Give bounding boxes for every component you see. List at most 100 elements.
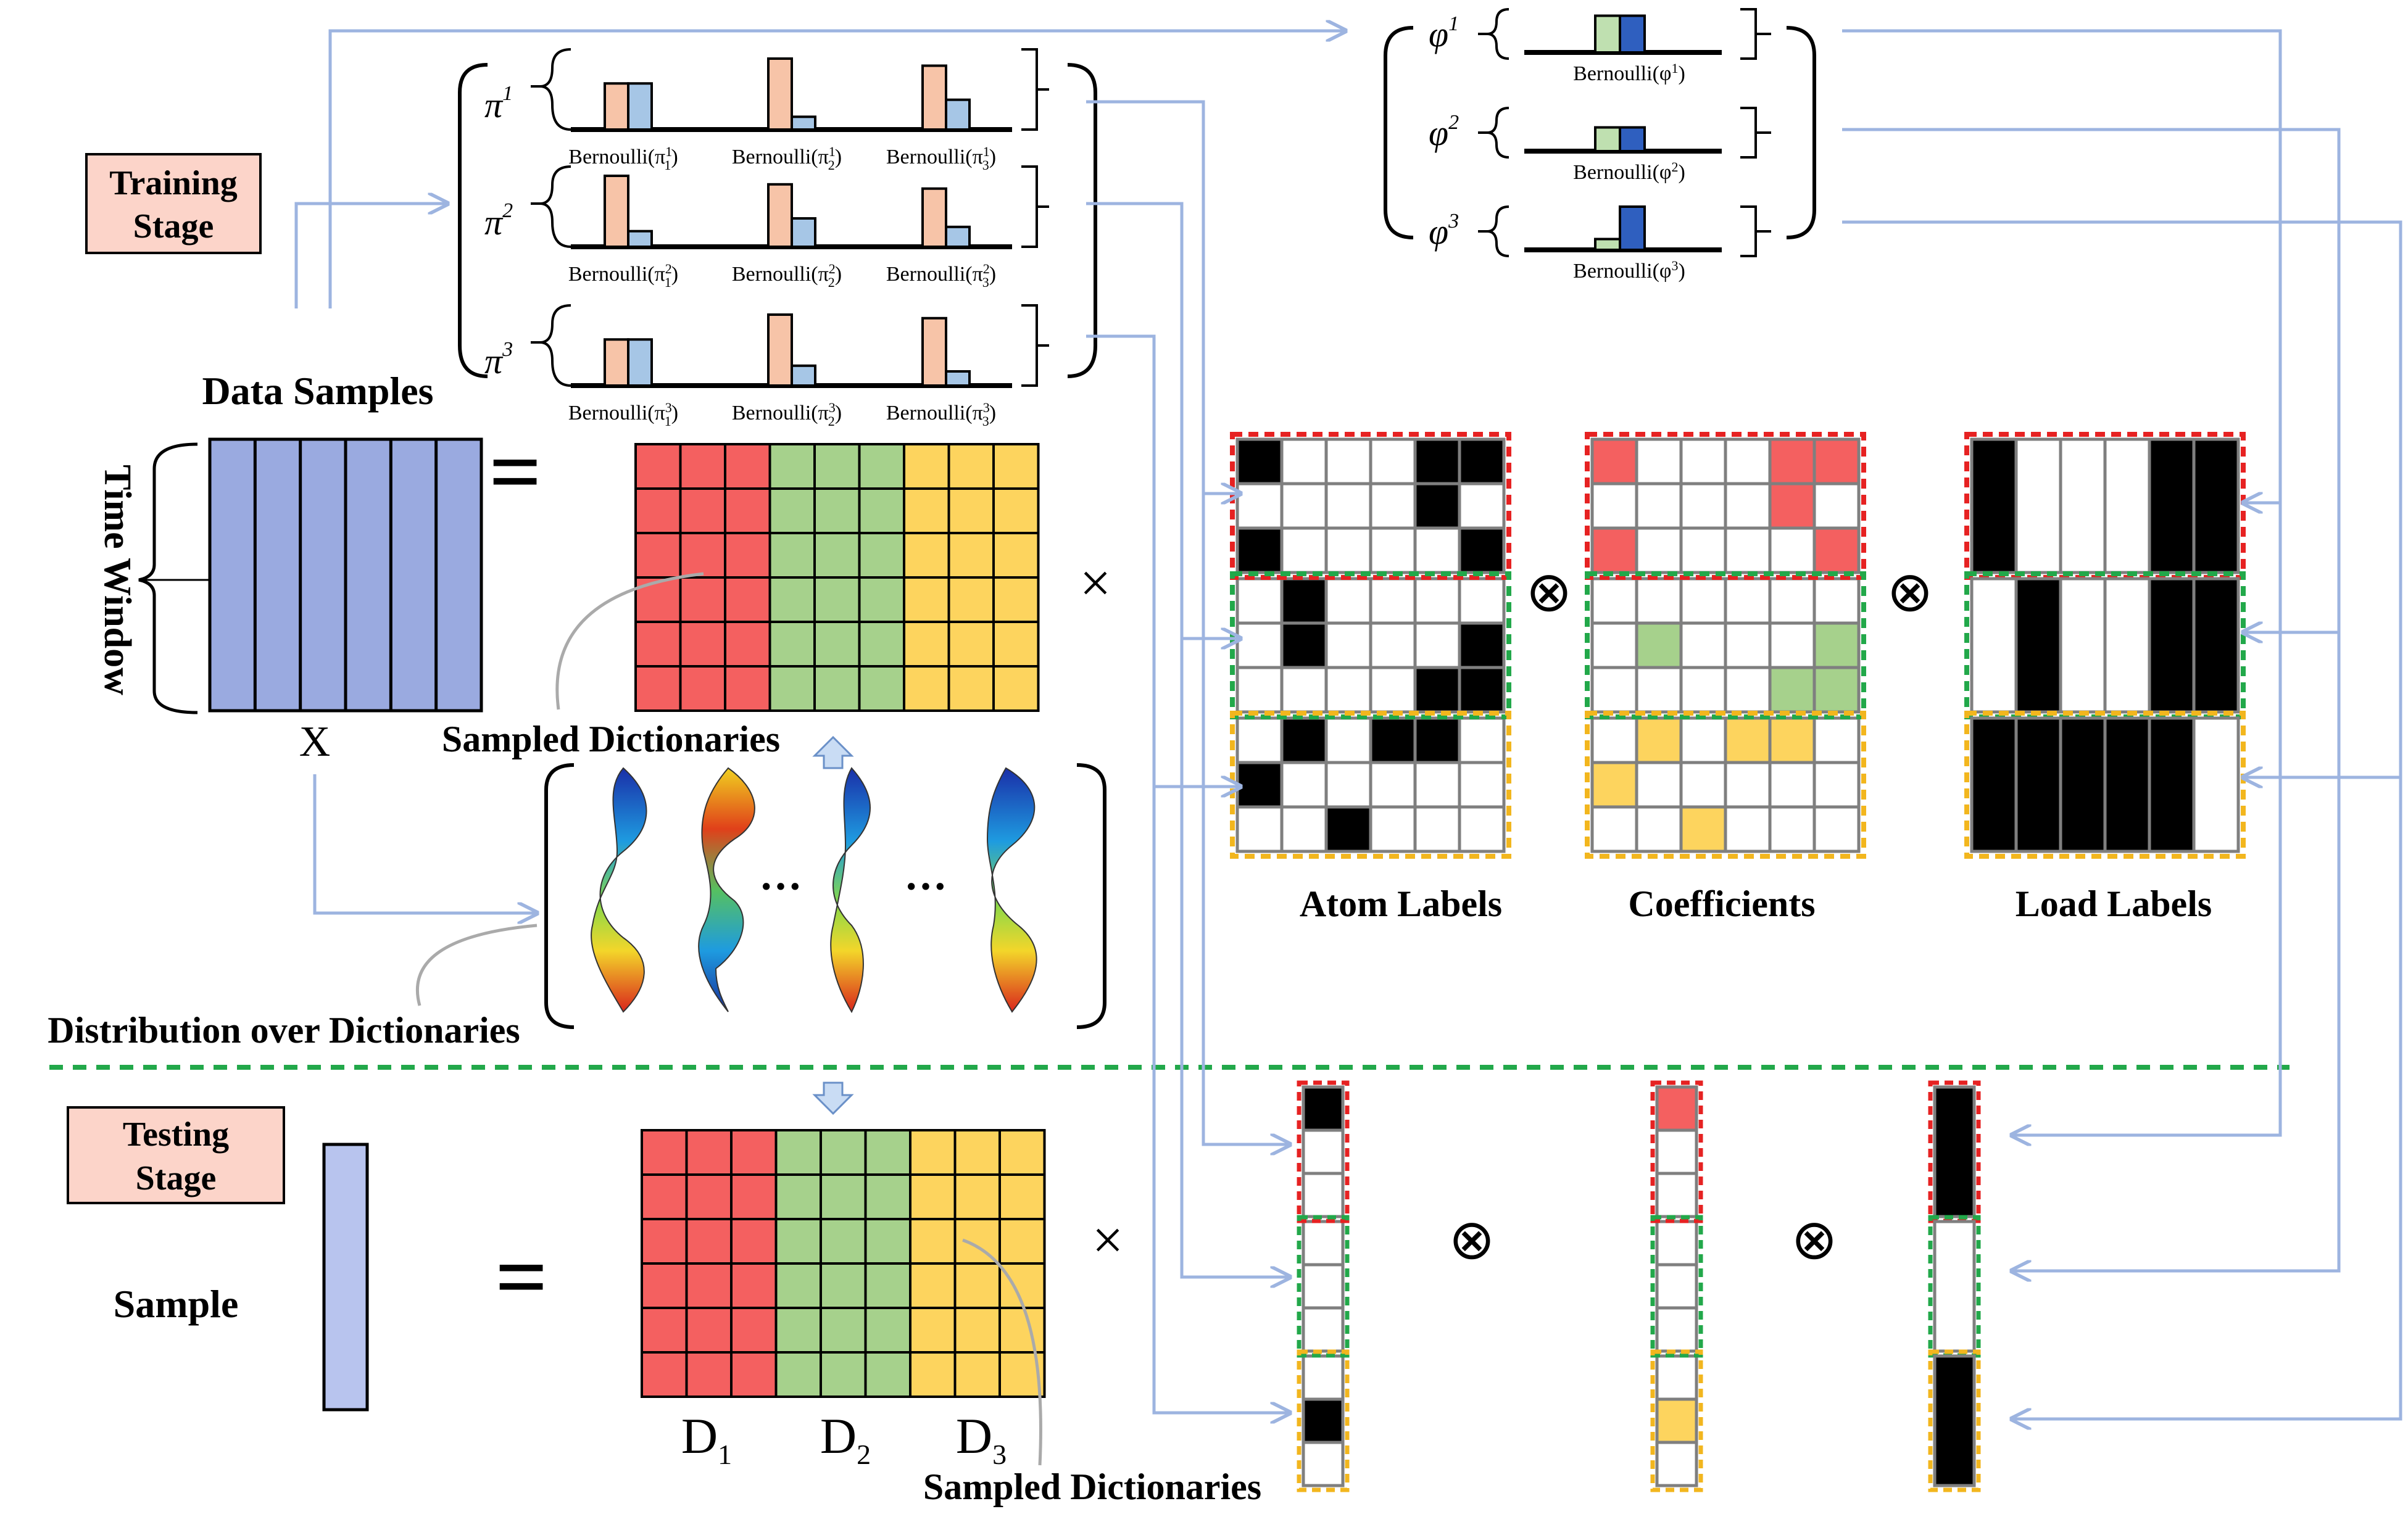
pi-bar (945, 98, 971, 131)
grid-cell (1369, 482, 1417, 530)
grid-cell (1679, 666, 1727, 714)
test-cell (1302, 1172, 1345, 1218)
load-labels-grid (1964, 432, 2246, 859)
load-label-cell (2148, 716, 2196, 853)
data-matrix-x (208, 437, 483, 713)
dictionary-cell (820, 1351, 867, 1398)
grid-cell (1413, 482, 1461, 530)
pi-bar (604, 82, 629, 131)
phi-bracket-left (1384, 26, 1414, 239)
times-sign-bottom: × (1092, 1210, 1124, 1271)
connector-arrows (294, 29, 2402, 1419)
dictionary-cell (634, 443, 682, 490)
grid-cell (1724, 666, 1772, 714)
phi-bar (1594, 14, 1621, 54)
load-label-cell (2192, 716, 2240, 853)
phi-row-bracket-right (1740, 107, 1771, 159)
arrow-phi1-to-test-load-red (1842, 29, 2282, 1135)
pi-row-brace (531, 48, 571, 131)
test-block-border (1297, 1215, 1350, 1358)
distribution-shape-2 (698, 767, 755, 1012)
pi-bar (767, 313, 793, 387)
grid-cell (1768, 482, 1816, 530)
grid-cell (1679, 805, 1727, 853)
test-load-cell (1933, 1085, 1976, 1218)
test-coefficients-column (1650, 1080, 1703, 1492)
dictionary-cell (641, 1218, 688, 1265)
pi-row-bracket-right (1021, 165, 1049, 248)
grid-cell (1280, 577, 1328, 625)
pi-symbol: π1 (484, 82, 513, 125)
pi-bracket-left (458, 63, 488, 378)
dictionary-cell (730, 1351, 778, 1398)
dictionary-label-d3: D3 (956, 1408, 1007, 1470)
x-label: X (299, 718, 331, 766)
dictionary-cell (864, 1307, 911, 1354)
time-window-label: Time Window (96, 465, 138, 695)
load-label-cell (2014, 577, 2062, 714)
load-label-cell (2192, 437, 2240, 574)
grid-cell (1280, 805, 1328, 853)
arrow-pi3-to-test-yellow (1152, 787, 1290, 1413)
arrow-pi3-to-atom-yellow (1086, 334, 1240, 787)
test-cell (1655, 1128, 1698, 1175)
atom-labels-grid (1230, 432, 1511, 859)
dictionary-cell (685, 1351, 733, 1398)
dictionary-cell (768, 576, 816, 623)
grid-cell (1324, 805, 1372, 853)
grid-cell (1590, 805, 1638, 853)
pi-caption: Bernoulli(π1 2) (732, 144, 842, 173)
grid-cell (1458, 621, 1506, 669)
test-cell (1302, 1306, 1345, 1353)
dictionary-cell (768, 487, 816, 534)
dictionary-cell (903, 487, 950, 534)
dictionary-cell (864, 1129, 911, 1176)
test-load-cell (1933, 1354, 1976, 1487)
phi-bar (1619, 14, 1646, 54)
distribution-pointer (415, 924, 538, 1006)
pi-bar (945, 225, 971, 248)
dictionary-cell (820, 1218, 867, 1265)
test-cell (1302, 1354, 1345, 1401)
otimes-top-2: ⊗ (1887, 562, 1933, 623)
pi-bar (921, 316, 947, 387)
sampled-dict-pointer-top (555, 572, 704, 710)
dictionary-cell (998, 1173, 1046, 1220)
coefficients-label: Coefficients (1628, 883, 1815, 924)
grid-block-border (1230, 432, 1511, 580)
grid-cell (1369, 526, 1417, 574)
pi-row-brace (531, 304, 571, 387)
dictionary-cell (641, 1351, 688, 1398)
test-cell (1302, 1263, 1345, 1310)
dictionary-cell (730, 1218, 778, 1265)
grid-cell (1679, 437, 1727, 486)
pi-bar (945, 370, 971, 387)
distribution-bracket-right (1076, 763, 1106, 1029)
sampled-dict-pointer-bottom (962, 1238, 1042, 1466)
grid-cell (1369, 761, 1417, 809)
pi-bracket-right (1067, 63, 1097, 378)
grid-cell (1635, 805, 1683, 853)
grid-cell (1235, 805, 1284, 853)
equals-sign-top: = (489, 421, 541, 523)
grid-cell (1413, 621, 1461, 669)
grid-cell (1635, 666, 1683, 714)
dictionary-cell (864, 1351, 911, 1398)
pi-bar (921, 64, 947, 131)
test-cell (1655, 1220, 1698, 1267)
dictionary-cell (768, 621, 816, 668)
pi-caption: Bernoulli(π2 1) (568, 261, 678, 290)
grid-cell (1590, 437, 1638, 486)
pi-bar (604, 175, 629, 248)
grid-cell (1635, 437, 1683, 486)
grid-cell (1324, 666, 1372, 714)
sampled-dictionary-grid-top (634, 443, 1040, 712)
load-label-cell (2014, 437, 2062, 574)
grid-cell (1768, 577, 1816, 625)
grid-cell (1635, 716, 1683, 764)
grid-cell (1812, 437, 1861, 486)
test-cell (1655, 1354, 1698, 1401)
atom-labels-label: Atom Labels (1300, 883, 1502, 924)
grid-cell (1724, 805, 1772, 853)
pi-caption: Bernoulli(π1 1) (568, 144, 678, 173)
